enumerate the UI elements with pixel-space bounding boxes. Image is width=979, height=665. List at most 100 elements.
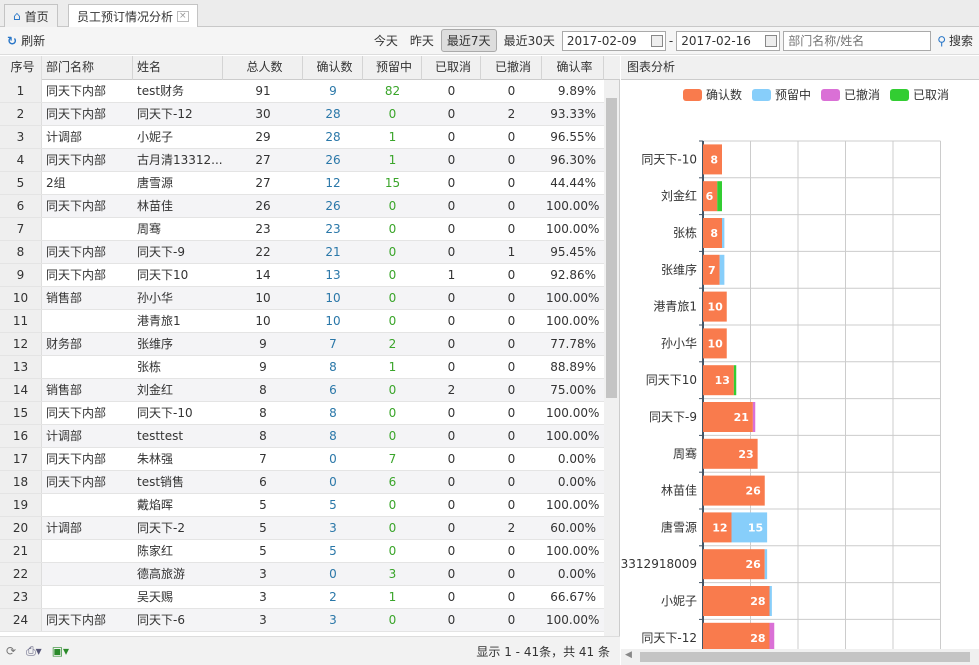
table-row[interactable]: 11 港青旅1 10 10 0 0 0 100.00% bbox=[0, 310, 604, 333]
refresh-button[interactable]: ↻ 刷新 bbox=[7, 32, 369, 49]
column-header[interactable]: 已取消 bbox=[422, 56, 481, 80]
table-row[interactable]: 10 销售部 孙小华 10 10 0 0 0 100.00% bbox=[0, 287, 604, 310]
scrollbar-thumb[interactable] bbox=[640, 652, 970, 662]
column-header[interactable]: 确认数 bbox=[303, 56, 363, 80]
table-row[interactable]: 18 同天下内部 test销售 6 0 6 0 0 0.00% bbox=[0, 471, 604, 494]
table-cell: 75.00% bbox=[550, 383, 596, 397]
date-to-field[interactable]: 2017-02-16 bbox=[676, 30, 781, 51]
search-label: 搜索 bbox=[948, 34, 973, 48]
table-cell: 92.86% bbox=[550, 268, 596, 282]
bar-segment bbox=[703, 218, 722, 248]
scrollbar-thumb[interactable] bbox=[606, 98, 617, 398]
category-label: 13312918009 bbox=[621, 557, 697, 571]
bar-segment bbox=[703, 144, 722, 175]
column-header[interactable]: 预留中 bbox=[363, 56, 422, 80]
search-input[interactable] bbox=[783, 30, 932, 51]
table-cell: 计调部 bbox=[46, 429, 83, 443]
legend-item[interactable]: 确认数 bbox=[683, 86, 742, 103]
legend-item[interactable]: 预留中 bbox=[752, 86, 811, 103]
table-cell: 8 bbox=[259, 406, 267, 420]
column-header[interactable]: 确认率 bbox=[542, 56, 604, 80]
table-cell: 9 bbox=[259, 337, 267, 351]
tab-bar: ⌂ 首页 员工预订情况分析 × bbox=[0, 0, 979, 28]
tab-home[interactable]: ⌂ 首页 bbox=[4, 4, 58, 27]
bar-segment bbox=[717, 181, 722, 212]
table-row[interactable]: 23 吴天赐 3 2 1 0 0 66.67% bbox=[0, 586, 604, 609]
table-cell: 0 bbox=[507, 406, 516, 420]
table-cell: 82 bbox=[384, 84, 401, 98]
table-cell: 周骞 bbox=[137, 222, 162, 236]
table-cell: 0 bbox=[447, 245, 456, 259]
calendar-icon[interactable] bbox=[650, 34, 663, 47]
table-row[interactable]: 14 销售部 刘金红 8 6 0 2 0 75.00% bbox=[0, 379, 604, 402]
bar-segment bbox=[764, 549, 768, 580]
search-icon: ⚲ bbox=[937, 33, 946, 48]
table-cell: 100.00% bbox=[546, 613, 600, 627]
table-row[interactable]: 8 同天下内部 同天下-9 22 21 0 0 1 95.45% bbox=[0, 241, 604, 264]
table-row[interactable]: 24 同天下内部 同天下-6 3 3 0 0 0 100.00% bbox=[0, 609, 604, 632]
horizontal-scrollbar[interactable]: ◀ bbox=[621, 649, 979, 665]
table-cell: 5 bbox=[329, 498, 337, 512]
table-cell: 8 bbox=[259, 383, 267, 397]
table-cell: 3 bbox=[0, 126, 42, 148]
table-cell: 同天下内部 bbox=[46, 245, 107, 259]
table-cell: 0 bbox=[388, 521, 397, 535]
table-row[interactable]: 12 财务部 张维序 9 7 2 0 0 77.78% bbox=[0, 333, 604, 356]
tab-employee-booking-analysis[interactable]: 员工预订情况分析 × bbox=[68, 4, 198, 28]
table-row[interactable]: 1 同天下内部 test财务 91 9 82 0 0 9.89% bbox=[0, 80, 604, 103]
search-button[interactable]: ⚲ 搜索 bbox=[937, 32, 973, 49]
column-header[interactable]: 序号 bbox=[0, 56, 42, 80]
table-cell: 22 bbox=[0, 563, 42, 585]
reload-icon[interactable]: ⟳ bbox=[6, 644, 17, 658]
column-header[interactable]: 总人数 bbox=[223, 56, 303, 80]
table-cell: 0 bbox=[447, 406, 456, 420]
table-cell: 1 bbox=[388, 360, 397, 374]
table-row[interactable]: 9 同天下内部 同天下10 14 13 0 1 0 92.86% bbox=[0, 264, 604, 287]
table-cell: 林苗佳 bbox=[137, 199, 174, 213]
range-last-30-days[interactable]: 最近30天 bbox=[503, 34, 555, 48]
range-last-7-days[interactable]: 最近7天 bbox=[440, 29, 497, 52]
column-header[interactable]: 部门名称 bbox=[42, 56, 133, 80]
table-row[interactable]: 7 周骞 23 23 0 0 0 100.00% bbox=[0, 218, 604, 241]
close-icon[interactable]: × bbox=[177, 11, 189, 22]
table-row[interactable]: 3 计调部 小妮子 29 28 1 0 0 96.55% bbox=[0, 126, 604, 149]
table-cell: 3 bbox=[329, 521, 337, 535]
legend-item[interactable]: 已取消 bbox=[890, 86, 949, 103]
table-row[interactable]: 5 2组 唐雪源 27 12 15 0 0 44.44% bbox=[0, 172, 604, 195]
table-cell: 销售部 bbox=[46, 383, 83, 397]
bar-segment bbox=[703, 586, 770, 616]
range-today[interactable]: 今天 bbox=[373, 34, 398, 48]
table-row[interactable]: 15 同天下内部 同天下-10 8 8 0 0 0 100.00% bbox=[0, 402, 604, 425]
table-row[interactable]: 21 陈家红 5 5 0 0 0 100.00% bbox=[0, 540, 604, 563]
column-header[interactable]: 已撤消 bbox=[481, 56, 542, 80]
table-cell: 26 bbox=[325, 153, 341, 167]
legend-swatch bbox=[683, 88, 702, 101]
print-icon[interactable]: ⎙▾ bbox=[26, 643, 42, 658]
table-cell: 15 bbox=[0, 402, 42, 424]
column-header[interactable]: 姓名 bbox=[133, 56, 223, 80]
table-row[interactable]: 6 同天下内部 林苗佳 26 26 0 0 0 100.00% bbox=[0, 195, 604, 218]
table-row[interactable]: 20 计调部 同天下-2 5 3 0 0 2 60.00% bbox=[0, 517, 604, 540]
table-cell: 0 bbox=[507, 268, 516, 282]
excel-export-icon[interactable]: ▣▾ bbox=[51, 644, 70, 658]
legend-item[interactable]: 已撤消 bbox=[821, 86, 880, 103]
table-row[interactable]: 13 张栋 9 8 1 0 0 88.89% bbox=[0, 356, 604, 379]
calendar-icon[interactable] bbox=[765, 34, 778, 47]
table-cell: 5 bbox=[259, 498, 267, 512]
vertical-scrollbar[interactable] bbox=[604, 80, 619, 636]
table-row[interactable]: 2 同天下内部 同天下-12 30 28 0 0 2 93.33% bbox=[0, 103, 604, 126]
table-row[interactable]: 17 同天下内部 朱林强 7 0 7 0 0 0.00% bbox=[0, 448, 604, 471]
table-cell: 100.00% bbox=[546, 429, 600, 443]
date-from-field[interactable]: 2017-02-09 bbox=[561, 30, 666, 51]
table-row[interactable]: 16 计调部 testtest 8 8 0 0 0 100.00% bbox=[0, 425, 604, 448]
table-cell: 100.00% bbox=[546, 314, 600, 328]
table-row[interactable]: 22 德高旅游 3 0 3 0 0 0.00% bbox=[0, 563, 604, 586]
table-cell: 27 bbox=[255, 176, 271, 190]
table-cell: 0 bbox=[447, 613, 456, 627]
table-row[interactable]: 19 戴焰晖 5 5 0 0 0 100.00% bbox=[0, 494, 604, 517]
table-row[interactable]: 4 同天下内部 古月清13312... 27 26 1 0 0 96.30% bbox=[0, 149, 604, 172]
table-cell: 0 bbox=[388, 406, 397, 420]
range-yesterday[interactable]: 昨天 bbox=[409, 34, 434, 48]
scroll-left-icon[interactable]: ◀ bbox=[625, 650, 632, 660]
table-cell: 11 bbox=[0, 310, 42, 332]
